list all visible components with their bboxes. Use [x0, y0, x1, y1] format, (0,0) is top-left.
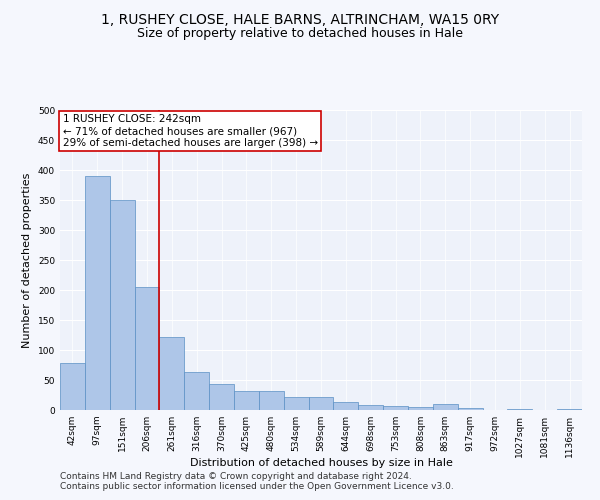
Bar — [160, 337, 184, 410]
Text: Contains public sector information licensed under the Open Government Licence v3: Contains public sector information licen… — [60, 482, 454, 491]
Y-axis label: Number of detached properties: Number of detached properties — [22, 172, 32, 348]
Bar — [408, 407, 433, 410]
Bar — [334, 402, 358, 410]
Bar — [433, 404, 458, 410]
Bar — [259, 391, 284, 410]
Text: 1 RUSHEY CLOSE: 242sqm
← 71% of detached houses are smaller (967)
29% of semi-de: 1 RUSHEY CLOSE: 242sqm ← 71% of detached… — [62, 114, 318, 148]
Bar — [284, 397, 308, 410]
Bar — [308, 397, 334, 410]
Bar — [358, 405, 383, 410]
Text: Distribution of detached houses by size in Hale: Distribution of detached houses by size … — [190, 458, 452, 468]
Bar — [383, 406, 408, 410]
Bar — [85, 176, 110, 410]
Bar — [458, 408, 482, 410]
Text: Size of property relative to detached houses in Hale: Size of property relative to detached ho… — [137, 28, 463, 40]
Bar — [60, 362, 85, 410]
Text: Contains HM Land Registry data © Crown copyright and database right 2024.: Contains HM Land Registry data © Crown c… — [60, 472, 412, 481]
Text: 1, RUSHEY CLOSE, HALE BARNS, ALTRINCHAM, WA15 0RY: 1, RUSHEY CLOSE, HALE BARNS, ALTRINCHAM,… — [101, 12, 499, 26]
Bar — [184, 372, 209, 410]
Bar — [110, 200, 134, 410]
Bar — [134, 287, 160, 410]
Bar — [234, 391, 259, 410]
Bar — [209, 384, 234, 410]
